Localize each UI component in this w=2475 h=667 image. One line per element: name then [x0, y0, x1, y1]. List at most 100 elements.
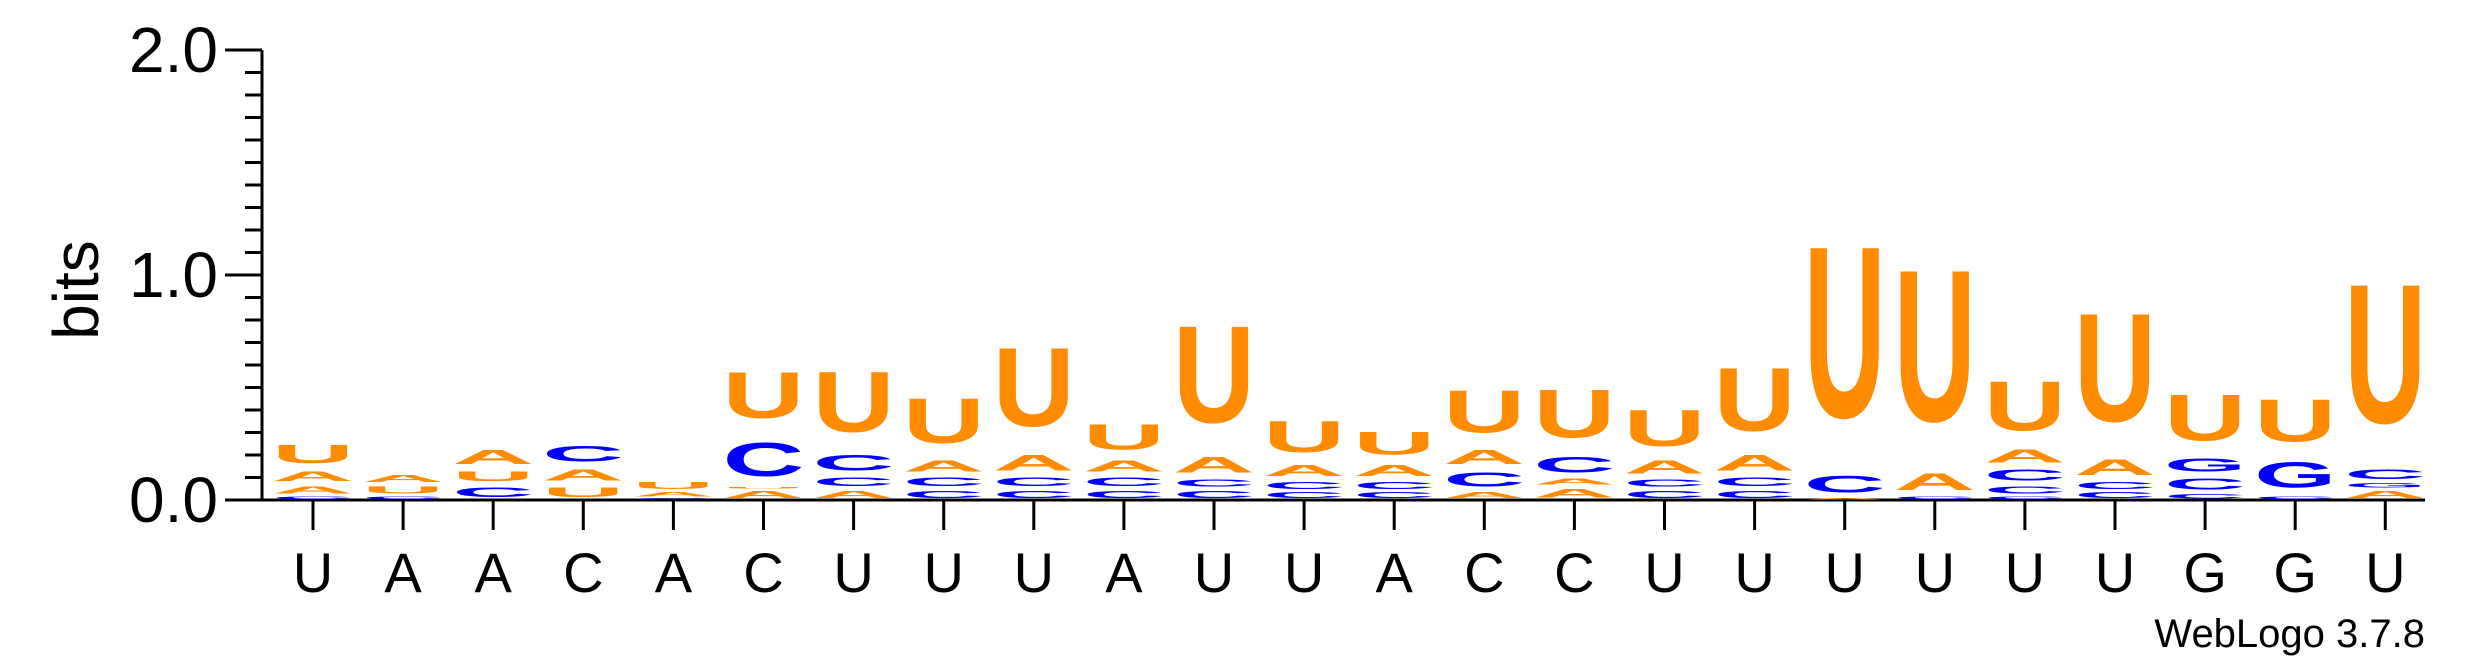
logo-letter-C: C [993, 489, 1075, 500]
logo-letter-C: C [723, 433, 805, 487]
logo-letter-U: U [2164, 381, 2246, 455]
logo-letter-U: U [1083, 417, 1165, 457]
logo-letter-A: A [542, 466, 624, 484]
logo-letter-A: A [452, 446, 534, 468]
x-tick-label: U [1194, 541, 1234, 604]
x-tick-label: U [1915, 541, 1955, 604]
logo-letter-A: A [272, 484, 354, 495]
logo-letter-C: C [1173, 478, 1255, 489]
logo-letter-U: U [1443, 379, 1525, 446]
logo-letter-G: G [2164, 455, 2246, 475]
y-ticks: 0.0 1.0 2.0 [129, 14, 262, 536]
logo-letter-C: C [1984, 466, 2066, 484]
logo-letter-U: U [2254, 388, 2336, 455]
logo-letter-A: A [1443, 446, 1525, 468]
logo-letter-G: G [2344, 482, 2426, 489]
logo-letter-C: C [903, 475, 985, 488]
x-tick-label: U [1284, 541, 1324, 604]
logo-letter-A: A [1083, 457, 1165, 475]
x-tick-label: G [2273, 541, 2317, 604]
axes: 0.0 1.0 2.0 bits [40, 14, 2425, 536]
logo-letter-U: U [993, 324, 1075, 449]
logo-letter-C: C [813, 451, 895, 476]
logo-letter-C: C [1443, 469, 1525, 491]
logo-letter-U: U [903, 385, 985, 457]
x-tick-label: U [833, 541, 873, 604]
logo-letter-A: A [1894, 469, 1976, 496]
logo-letter-C: C [2074, 491, 2156, 500]
x-tick-label: A [655, 541, 693, 604]
logo-letter-U: U [1624, 398, 1706, 457]
logo-letter-A: A [2074, 455, 2156, 480]
x-tick-label: C [1554, 541, 1594, 604]
logo-letter-A: A [1263, 462, 1345, 480]
logo-letter-C: C [272, 496, 354, 501]
logo-letter-A: A [362, 473, 444, 484]
logo-letter-C: C [452, 484, 534, 500]
logo-letter-G: G [2254, 455, 2336, 495]
logo-letter-A: A [993, 451, 1075, 476]
logo-letter-A: A [1984, 446, 2066, 466]
logo-letter-A: A [723, 489, 805, 500]
logo-letter-U: U [1263, 413, 1345, 462]
x-tick-label: C [743, 541, 783, 604]
logo-letter-A: A [1624, 457, 1706, 477]
logo-letter-C: C [813, 475, 895, 488]
logo-letter-A: A [1533, 478, 1615, 487]
logo-letter-C: C [1263, 491, 1345, 500]
x-tick-label: G [2183, 541, 2227, 604]
logo-letter-C: C [1533, 453, 1615, 478]
logo-letter-U: U [723, 487, 805, 489]
x-tick-label: U [1014, 541, 1054, 604]
logo-letter-C: C [1714, 489, 1796, 500]
logo-letter-U: U [723, 358, 805, 432]
logo-letter-C: C [632, 498, 714, 500]
logo-letter-A: A [272, 469, 354, 485]
logo-letter-C: C [1624, 489, 1706, 500]
logo-letter-U: U [813, 354, 895, 450]
x-tick-label: C [1464, 541, 1504, 604]
logo-letter-U: U [2074, 281, 2156, 454]
logo-letter-C: C [1984, 496, 2066, 501]
logo-letter-A: A [813, 489, 895, 500]
logo-letter-C: C [1353, 491, 1435, 500]
logo-letter-U: U [1804, 196, 1886, 469]
y-tick-label: 0.0 [129, 464, 218, 536]
logo-letter-U: U [1353, 425, 1435, 461]
logo-letter-U: U [2344, 243, 2426, 465]
x-tick-label: U [1734, 541, 1774, 604]
logo-letter-U: U [1714, 349, 1796, 450]
x-tick-label: U [2005, 541, 2045, 604]
logo-letter-U: U [362, 484, 444, 495]
logo-letter-A: A [1533, 487, 1615, 500]
logo-letter-A: A [1714, 451, 1796, 476]
x-tick-label: A [384, 541, 422, 604]
logo-letter-A: A [1443, 491, 1525, 500]
logo-letter-A: A [1804, 498, 1886, 500]
x-tick-label: U [923, 541, 963, 604]
logo-letter-C: C [362, 496, 444, 501]
logo-letter-C: C [2164, 493, 2246, 500]
y-tick-label: 2.0 [129, 14, 218, 86]
logo-letter-C: C [1083, 489, 1165, 500]
x-tick-label: U [1644, 541, 1684, 604]
logo-letter-C: C [542, 442, 624, 467]
logo-letter-C: C [2074, 480, 2156, 491]
logo-letter-C: C [1894, 496, 1976, 501]
logo-letter-C: C [2254, 496, 2336, 501]
x-tick-label: U [1824, 541, 1864, 604]
logo-stacks: CAAUCUACUAUACCAUAUCUACCUCCAUCCAUCCAUCCAU… [272, 196, 2426, 500]
logo-letter-U: U [1533, 376, 1615, 453]
x-tick-label: A [1105, 541, 1143, 604]
logo-letter-C: C [1984, 484, 2066, 495]
x-tick-label: U [2365, 541, 2405, 604]
y-tick-label: 1.0 [129, 239, 218, 311]
logo-letter-A: A [1173, 453, 1255, 478]
logo-letter-C: C [1353, 480, 1435, 491]
x-tick-label: A [1376, 541, 1414, 604]
logo-letter-U: U [272, 439, 354, 468]
logo-letter-A: A [903, 457, 985, 475]
logo-letter-C: C [1624, 478, 1706, 489]
